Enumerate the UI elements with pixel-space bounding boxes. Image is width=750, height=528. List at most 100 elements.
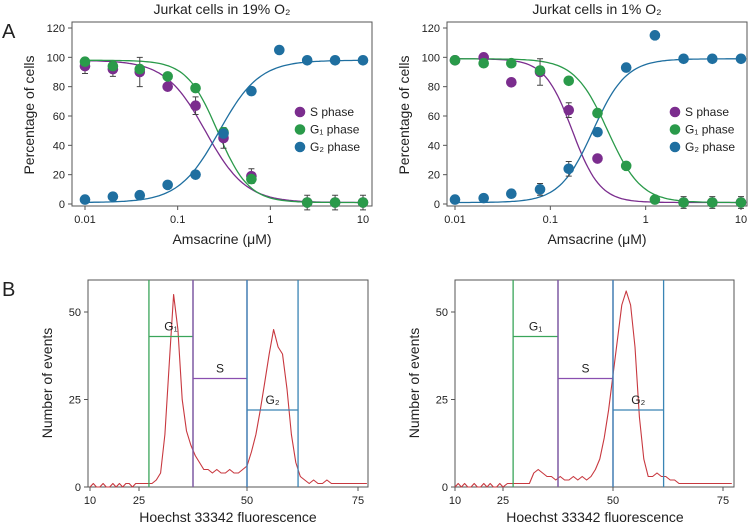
data-point-g2_phase (246, 85, 257, 97)
y-tick-label: 120 (422, 23, 440, 35)
data-point-g1_phase (107, 60, 119, 72)
legend-label: G₂ phase (310, 140, 360, 154)
data-point-s_phase (190, 100, 201, 112)
x-axis-label: Amsacrine (μM) (172, 231, 271, 247)
x-tick-label: 1 (643, 214, 649, 226)
data-point-g2_phase (79, 194, 91, 205)
y-axis-label: Number of events (39, 328, 55, 439)
y-tick-label: 0 (434, 199, 440, 211)
legend-label: G₂ phase (685, 140, 735, 154)
y-tick-label: 80 (428, 82, 440, 94)
data-point-g2_phase (649, 30, 661, 41)
legend-label: S phase (685, 105, 729, 119)
x-tick-label: 10 (735, 214, 747, 226)
data-point-g2_phase (274, 44, 285, 56)
data-point-g1_phase (478, 57, 489, 69)
gate-label: G₁ (529, 320, 542, 334)
plot-frame (71, 21, 373, 207)
data-point-g2_phase (563, 163, 575, 175)
x-axis-label: Hoechst 33342 fluorescence (139, 509, 317, 525)
x-tick-label: 75 (717, 495, 729, 507)
data-point-g2_phase (620, 62, 632, 73)
x-axis-label: Amsacrine (μM) (547, 231, 646, 247)
gate-label: G₁ (164, 320, 177, 334)
data-point-g1_phase (449, 54, 461, 66)
data-point-s_phase (162, 81, 173, 92)
legend-marker (294, 141, 306, 153)
data-point-g1_phase (620, 160, 632, 172)
plot-frame (446, 21, 748, 207)
x-axis-label: Hoechst 33342 fluorescence (506, 509, 684, 525)
y-tick-label: 20 (428, 170, 440, 182)
y-tick-label: 80 (53, 82, 65, 94)
gate-label: S (216, 362, 224, 376)
x-tick-label: 0.01 (74, 214, 95, 226)
data-point-g2_phase (449, 194, 461, 205)
fit-curve-g2_phase (84, 59, 363, 204)
gate-gate_s (557, 280, 614, 487)
panel-label-b: B (2, 279, 15, 301)
data-point-g2_phase (707, 53, 718, 65)
histogram-trace (89, 293, 367, 488)
data-point-g1_phase (592, 107, 603, 119)
chart-a-19-percent-o2: Jurkat cells in 19% O₂ 0 20 40 60 80 100 120 0.0… (21, 1, 373, 247)
x-tick-label: 75 (352, 495, 364, 507)
data-point-g2_phase (190, 169, 201, 180)
legend-label: G₁ phase (685, 123, 735, 137)
plot-frame (454, 279, 735, 488)
data-point-g2_phase (134, 189, 146, 201)
legend-marker (669, 141, 681, 153)
data-point-g2_phase (301, 54, 313, 66)
gate-gate_s (192, 280, 248, 487)
data-point-g1_phase (79, 56, 91, 68)
y-tick-label: 100 (422, 52, 440, 64)
gate-label: S (581, 362, 589, 376)
data-point-g1_phase (649, 194, 661, 205)
data-point-g1_phase (563, 75, 575, 87)
x-tick-label: 1 (267, 214, 273, 226)
data-point-g1_phase (534, 65, 546, 76)
data-point-g2_phase (329, 54, 341, 66)
data-point-g1_phase (329, 197, 341, 208)
gate-gate_g1 (512, 280, 559, 487)
data-point-g1_phase (357, 197, 369, 208)
y-axis-label: Number of events (406, 328, 422, 439)
fit-curve-g2_phase (455, 58, 741, 204)
gate-gate_g2 (246, 280, 299, 487)
data-point-g2_phase (162, 179, 173, 191)
x-tick-label: 50 (607, 495, 619, 507)
x-tick-label: 25 (497, 495, 509, 507)
x-tick-label: 0.1 (543, 214, 558, 226)
gate-label: G₂ (266, 393, 280, 407)
data-point-g2_phase (107, 191, 119, 202)
y-tick-label: 40 (53, 140, 65, 152)
y-tick-label: 100 (47, 52, 65, 64)
y-tick-label: 50 (436, 307, 448, 319)
legend-marker (669, 124, 681, 135)
data-point-g2_phase (592, 126, 603, 138)
y-tick-label: 50 (69, 307, 81, 319)
y-tick-label: 60 (53, 111, 65, 123)
data-point-g1_phase (735, 197, 747, 208)
data-point-g2_phase (534, 184, 546, 195)
legend-marker (294, 106, 306, 118)
y-axis-label: Percentage of cells (396, 55, 412, 174)
data-point-g1_phase (707, 197, 718, 208)
x-tick-label: 10 (357, 214, 369, 226)
y-tick-label: 0 (59, 199, 65, 211)
y-tick-label: 25 (69, 395, 81, 407)
legend-label: G₁ phase (310, 123, 360, 137)
histogram-b-1-percent-o2: 0 25 50 10 25 50 75 Hoechst 33342 fluorescence N… (406, 279, 735, 525)
data-point-g1_phase (506, 57, 517, 69)
data-point-g1_phase (190, 82, 201, 94)
legend-label: S phase (310, 105, 354, 119)
gate-label: G₂ (631, 393, 645, 407)
data-point-g2_phase (678, 53, 689, 65)
y-tick-label: 20 (53, 170, 65, 182)
data-point-s_phase (506, 76, 517, 88)
data-point-g2_phase (735, 53, 747, 65)
y-axis-label: Percentage of cells (21, 55, 37, 174)
y-tick-label: 40 (428, 140, 440, 152)
data-point-s_phase (563, 104, 575, 116)
